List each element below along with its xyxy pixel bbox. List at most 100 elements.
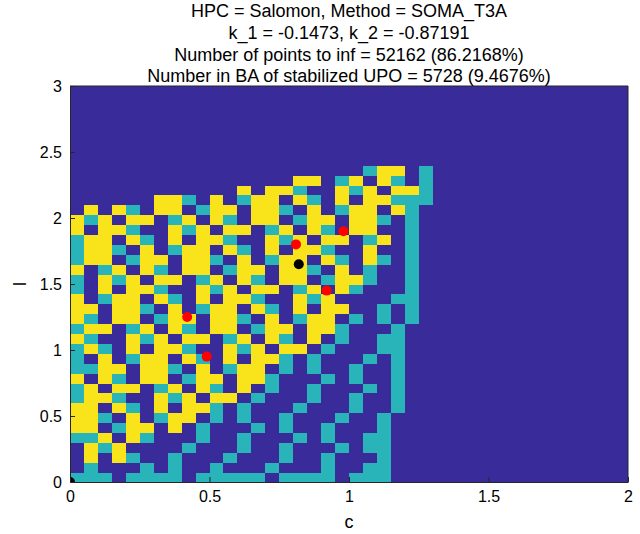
heatmap-cell bbox=[502, 86, 516, 96]
heatmap-cell bbox=[586, 462, 600, 472]
heatmap-cell bbox=[140, 254, 154, 264]
heatmap-cell bbox=[237, 294, 251, 304]
heatmap-cell bbox=[251, 462, 265, 472]
heatmap-cell bbox=[168, 264, 182, 274]
heatmap-cell bbox=[265, 185, 279, 195]
heatmap-cell bbox=[84, 244, 98, 254]
heatmap-cell bbox=[265, 472, 279, 482]
heatmap-cell bbox=[600, 343, 614, 353]
heatmap-cell bbox=[614, 413, 628, 423]
heatmap-cell bbox=[168, 86, 182, 96]
heatmap-cell bbox=[377, 462, 391, 472]
heatmap-cell bbox=[530, 334, 544, 344]
heatmap-cell bbox=[391, 462, 405, 472]
heatmap-cell bbox=[391, 294, 405, 304]
heatmap-cell bbox=[223, 314, 237, 324]
heatmap-cell bbox=[196, 86, 210, 96]
heatmap-cell bbox=[168, 205, 182, 215]
heatmap-cell bbox=[558, 423, 572, 433]
heatmap-cell bbox=[140, 136, 154, 146]
heatmap-cell bbox=[516, 175, 530, 185]
heatmap-cell bbox=[251, 96, 265, 106]
heatmap-cell bbox=[98, 413, 112, 423]
heatmap-cell bbox=[126, 145, 140, 155]
heatmap-cell bbox=[405, 175, 419, 185]
heatmap-cell bbox=[182, 215, 196, 225]
heatmap-cell bbox=[154, 343, 168, 353]
heatmap-cell bbox=[461, 423, 475, 433]
heatmap-cell bbox=[293, 413, 307, 423]
heatmap-cell bbox=[405, 334, 419, 344]
heatmap-cell bbox=[140, 314, 154, 324]
heatmap-cell bbox=[363, 235, 377, 245]
heatmap-cell bbox=[447, 353, 461, 363]
heatmap-cell bbox=[154, 373, 168, 383]
heatmap-cell bbox=[140, 205, 154, 215]
heatmap-cell bbox=[265, 433, 279, 443]
heatmap-cell bbox=[419, 472, 433, 482]
heatmap-cell bbox=[349, 423, 363, 433]
heatmap-cell bbox=[614, 136, 628, 146]
heatmap-cell bbox=[307, 254, 321, 264]
heatmap-cell bbox=[84, 423, 98, 433]
heatmap-cell bbox=[544, 175, 558, 185]
heatmap-cell bbox=[112, 116, 126, 126]
heatmap-cell bbox=[210, 145, 224, 155]
heatmap-cell bbox=[544, 304, 558, 314]
heatmap-cell bbox=[377, 195, 391, 205]
heatmap-cell bbox=[530, 86, 544, 96]
heatmap-cell bbox=[321, 235, 335, 245]
heatmap-cell bbox=[210, 106, 224, 116]
heatmap-cell bbox=[419, 462, 433, 472]
heatmap-cell bbox=[84, 225, 98, 235]
heatmap-cell bbox=[84, 254, 98, 264]
heatmap-cell bbox=[251, 472, 265, 482]
heatmap-cell bbox=[572, 96, 586, 106]
heatmap-cell bbox=[516, 86, 530, 96]
heatmap-cell bbox=[335, 264, 349, 274]
heatmap-cell bbox=[586, 452, 600, 462]
heatmap-cell bbox=[363, 136, 377, 146]
heatmap-cell bbox=[405, 304, 419, 314]
heatmap-cell bbox=[558, 304, 572, 314]
heatmap-cell bbox=[586, 175, 600, 185]
heatmap-cell bbox=[544, 472, 558, 482]
heatmap-cell bbox=[363, 274, 377, 284]
heatmap-cell bbox=[558, 442, 572, 452]
heatmap-cell bbox=[223, 126, 237, 136]
heatmap-cell bbox=[349, 106, 363, 116]
heatmap-cell bbox=[475, 373, 489, 383]
heatmap-cell bbox=[223, 175, 237, 185]
heatmap-cell bbox=[572, 235, 586, 245]
heatmap-cell bbox=[112, 433, 126, 443]
heatmap-cell bbox=[405, 442, 419, 452]
heatmap-cell bbox=[377, 284, 391, 294]
heatmap-cell bbox=[70, 324, 84, 334]
heatmap-cell bbox=[447, 304, 461, 314]
heatmap-cell bbox=[210, 403, 224, 413]
heatmap-cell bbox=[237, 314, 251, 324]
heatmap-cell bbox=[279, 353, 293, 363]
plot-frame bbox=[628, 86, 629, 482]
heatmap-cell bbox=[377, 294, 391, 304]
heatmap-cell bbox=[84, 413, 98, 423]
heatmap-cell bbox=[112, 442, 126, 452]
heatmap-cell bbox=[168, 314, 182, 324]
heatmap-cell bbox=[182, 274, 196, 284]
heatmap-cell bbox=[126, 274, 140, 284]
point bbox=[202, 352, 212, 362]
tick-label: 0 bbox=[66, 488, 75, 505]
heatmap-cell bbox=[112, 225, 126, 235]
heatmap-cell bbox=[251, 244, 265, 254]
heatmap-cell bbox=[237, 363, 251, 373]
heatmap-cell bbox=[126, 363, 140, 373]
heatmap-cell bbox=[447, 284, 461, 294]
heatmap-cell bbox=[126, 334, 140, 344]
heatmap-cell bbox=[112, 274, 126, 284]
heatmap-cell bbox=[84, 116, 98, 126]
heatmap-cell bbox=[321, 254, 335, 264]
tick-label: 1.5 bbox=[40, 276, 62, 293]
heatmap-cell bbox=[84, 452, 98, 462]
heatmap-cell bbox=[447, 413, 461, 423]
heatmap-cell bbox=[586, 343, 600, 353]
